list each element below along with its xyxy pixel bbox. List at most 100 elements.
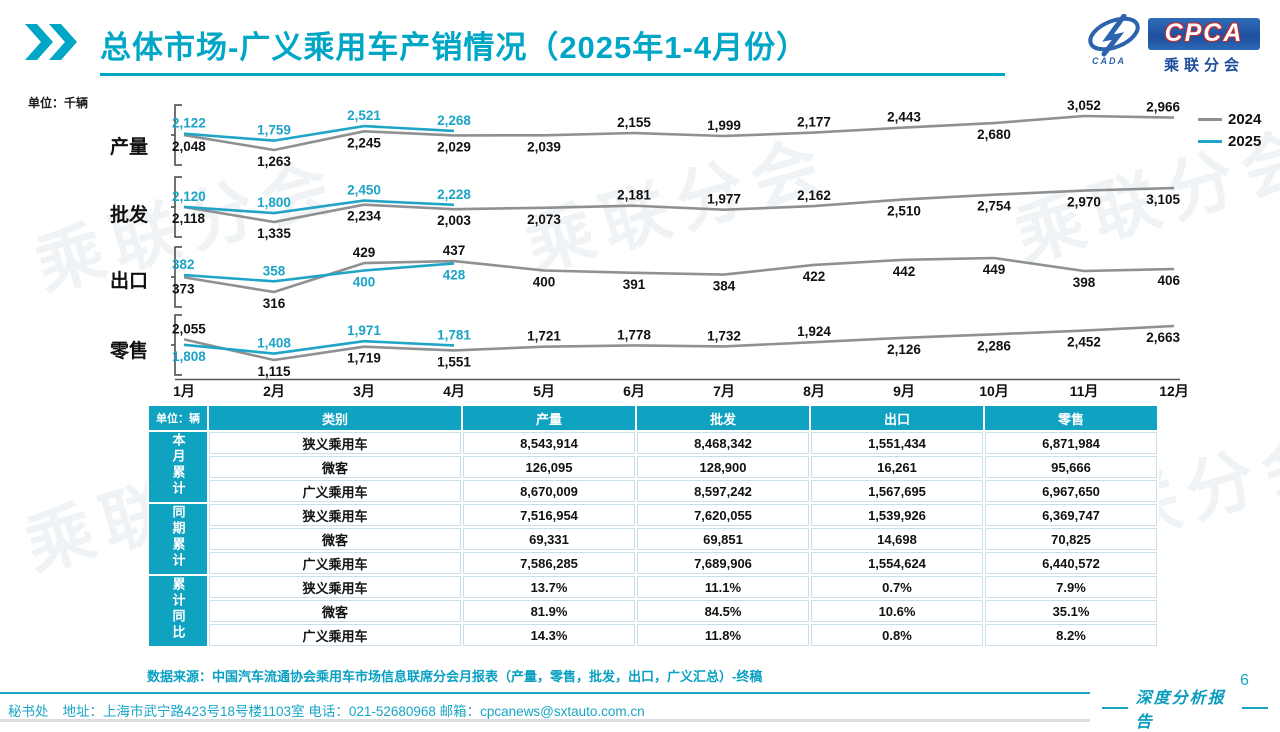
data-label-2025: 2,228 (437, 187, 471, 202)
footer-contact: 秘书处 地址：上海市武宁路423号18号楼1103室 电话：021-5268096… (8, 700, 645, 720)
data-label-2024: 2,443 (887, 110, 921, 125)
column-header: 类别 (209, 406, 461, 430)
value-cell: 81.9% (463, 600, 635, 622)
data-label-2024: 2,181 (617, 188, 651, 203)
table-row: 广义乘用车 8,670,009 8,597,242 1,567,695 6,967,65… (149, 480, 1157, 502)
data-label-2024: 1,924 (797, 324, 831, 339)
value-cell: 7,586,285 (463, 552, 635, 574)
report-type: 深度分析报告 (1090, 684, 1280, 732)
value-cell: 10.6% (811, 600, 983, 622)
series-line-2025 (183, 124, 455, 142)
category-cell: 微客 (209, 528, 461, 550)
group-label: 本月累计 (170, 432, 186, 497)
data-label-2024: 2,663 (1146, 330, 1180, 345)
table-row: 累计同比 狭义乘用车 13.7% 11.1% 0.7% 7.9% (149, 576, 1157, 646)
table-row: 微客 69,331 69,851 14,698 70,825 (149, 528, 1157, 550)
bottom-edge (0, 719, 1280, 722)
value-cell: 84.5% (637, 600, 809, 622)
y-axis-bracket (171, 314, 182, 376)
category-cell: 狭义乘用车 (209, 432, 461, 454)
legend-swatch (1198, 117, 1222, 121)
value-cell: 6,369,747 (985, 504, 1157, 526)
month-label: 5月 (533, 383, 555, 399)
data-label-2024: 3,105 (1146, 192, 1180, 207)
data-label-2024: 1,721 (527, 329, 561, 344)
data-label-2025: 428 (443, 267, 466, 282)
column-header: 产量 (463, 406, 635, 430)
data-label-2024: 1,999 (707, 118, 741, 133)
data-label-2024: 2,680 (977, 127, 1011, 142)
data-label-2024: 2,003 (437, 213, 471, 228)
data-label-2024: 2,966 (1146, 100, 1180, 115)
row-label-retail: 零售 (109, 341, 148, 362)
line-chart-产量: 2,048 1,263 2,245 2,029 2,039 2,155 1,999 2,177… (171, 98, 1180, 169)
y-axis-bracket (171, 104, 182, 166)
data-label-2024: 2,510 (887, 203, 921, 218)
row-label-export: 出口 (109, 271, 148, 292)
data-label-2024: 2,048 (172, 139, 206, 154)
table-unit-label: 单位：辆 (149, 406, 207, 430)
legend-item: 2024 (1198, 108, 1261, 130)
data-label-2024: 1,719 (347, 351, 381, 366)
value-cell: 126,095 (463, 456, 635, 478)
data-label-2024: 2,073 (527, 212, 561, 227)
data-label-2025: 1,808 (172, 349, 206, 364)
data-label-2024: 2,162 (797, 188, 831, 203)
table-row: 同期累计 狭义乘用车 7,516,954 7,620,055 1,539,926 6,36… (149, 504, 1157, 574)
category-cell: 广义乘用车 (209, 480, 461, 502)
value-cell: 7,620,055 (637, 504, 809, 526)
month-label: 12月 (1159, 383, 1189, 399)
data-label-2025: 1,800 (257, 195, 291, 210)
value-cell: 6,871,984 (985, 432, 1157, 454)
chart-retail: 2,055 1,115 1,719 1,551 1,721 1,778 1,732 1,924… (170, 310, 1182, 381)
data-label-2024: 449 (983, 262, 1006, 277)
series-line-2025 (183, 199, 455, 215)
month-label: 6月 (623, 383, 645, 399)
value-cell: 1,554,624 (811, 552, 983, 574)
value-cell: 128,900 (637, 456, 809, 478)
data-label-2024: 1,263 (257, 154, 291, 169)
data-label-2024: 400 (533, 275, 556, 290)
series-line-2025 (183, 262, 455, 283)
value-cell: 6,967,650 (985, 480, 1157, 502)
table-row: 广义乘用车 14.3% 11.8% 0.8% 8.2% (149, 624, 1157, 646)
data-label-2024: 2,754 (977, 199, 1011, 214)
table-row: 微客 81.9% 84.5% 10.6% 35.1% (149, 600, 1157, 622)
data-label-2024: 1,977 (707, 192, 741, 207)
chart-export: 373 316 429 437 400 391 384 422 442 449 398 406 382 3… (170, 242, 1182, 312)
value-cell: 7,516,954 (463, 504, 635, 526)
value-cell: 35.1% (985, 600, 1157, 622)
data-label-2024: 442 (893, 264, 916, 279)
logo-subtitle: 乘联分会 (1163, 57, 1244, 74)
value-cell: 13.7% (463, 576, 635, 598)
line-chart-出口: 373 316 429 437 400 391 384 422 442 449 398 406 382 3… (171, 243, 1180, 311)
series-line-2024 (183, 256, 1175, 294)
cpca-logo: CADA CPCA 乘联分会 (1084, 12, 1262, 74)
data-label-2024: 384 (713, 279, 736, 294)
month-label: 1月 (173, 383, 195, 399)
group-cell: 累计同比 (149, 576, 207, 646)
series-line-2024 (183, 114, 1175, 152)
cada-swoosh-icon (1084, 13, 1144, 63)
footer-secretariat: 秘书处 (8, 704, 49, 719)
value-cell: 1,551,434 (811, 432, 983, 454)
table-row: 本月累计 狭义乘用车 8,543,914 8,468,342 1,551,434 6,87… (149, 432, 1157, 502)
footer-rule (0, 692, 1280, 694)
month-label: 10月 (979, 383, 1009, 399)
data-label-2025: 2,268 (437, 113, 471, 128)
data-label-2024: 391 (623, 277, 646, 292)
cpca-badge: CPCA (1148, 18, 1260, 50)
value-cell: 0.8% (811, 624, 983, 646)
data-label-2024: 1,335 (257, 226, 291, 241)
data-label-2024: 2,039 (527, 139, 561, 154)
legend-swatch (1198, 139, 1222, 143)
column-header: 出口 (811, 406, 983, 430)
value-cell: 69,851 (637, 528, 809, 550)
value-cell: 1,567,695 (811, 480, 983, 502)
data-label-2024: 373 (172, 281, 195, 296)
chart-production: 2,048 1,263 2,245 2,029 2,039 2,155 1,999 2,177… (170, 98, 1182, 170)
value-cell: 8,597,242 (637, 480, 809, 502)
summary-table: 单位：辆 类别 产量 批发 出口 零售 本月累计 狭义乘用车 8,543,914 8,468,34… (147, 404, 1159, 648)
data-label-2024: 2,286 (977, 338, 1011, 353)
